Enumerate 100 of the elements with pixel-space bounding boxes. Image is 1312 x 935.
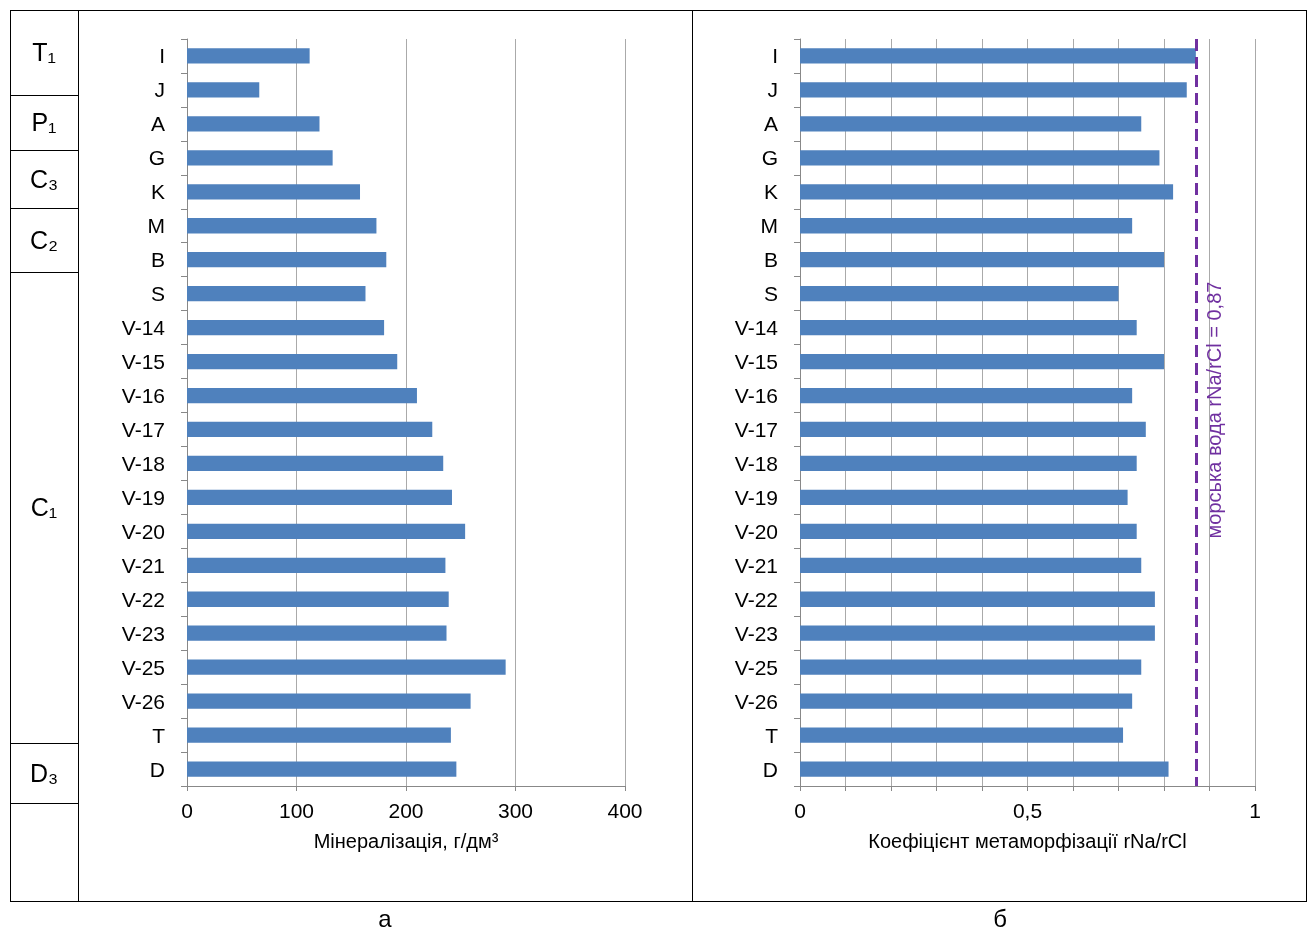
bar <box>187 693 471 709</box>
x-tick-label: 0 <box>794 799 806 822</box>
text: C₁ <box>30 493 58 522</box>
y-tick-label: V-15 <box>734 350 778 374</box>
bar <box>800 625 1155 641</box>
y-tick-label: K <box>763 180 778 204</box>
y-tick-label: D <box>149 757 165 781</box>
y-tick-label: V-22 <box>734 587 778 611</box>
bar <box>187 150 333 166</box>
bar <box>800 319 1137 336</box>
bar <box>187 353 398 370</box>
y-tick-label: V-26 <box>121 689 165 713</box>
bar <box>187 82 260 98</box>
bar <box>800 252 1164 268</box>
y-tick-label: V-22 <box>121 587 165 611</box>
y-tick-label: D <box>762 757 778 781</box>
y-tick-label: T <box>765 723 779 747</box>
x-tick-label: 200 <box>388 799 424 822</box>
x-axis-title: Мінералізація, г/дм³ <box>313 830 499 852</box>
bar <box>187 421 433 438</box>
y-tick-label: V-25 <box>121 655 165 679</box>
bar <box>800 523 1137 539</box>
x-tick-label: 100 <box>278 799 315 822</box>
y-tick-label: V-26 <box>734 689 778 713</box>
bar <box>800 48 1196 64</box>
bar <box>187 218 377 234</box>
bar <box>800 150 1160 166</box>
bar <box>800 116 1142 132</box>
y-tick-label: V-20 <box>121 519 165 543</box>
y-tick-label: V-15 <box>121 350 165 374</box>
bar <box>187 184 361 200</box>
bar <box>187 625 447 641</box>
y-tick-label: V-23 <box>734 621 778 645</box>
bar <box>187 455 444 472</box>
y-tick-label: V-21 <box>734 553 778 577</box>
y-tick-label: V-18 <box>121 451 165 475</box>
x-tick-label: 300 <box>497 799 534 822</box>
text: P₁ <box>31 108 57 137</box>
y-tick-label: V-17 <box>734 417 778 441</box>
y-tick-label: V-17 <box>121 417 165 441</box>
y-tick-label: J <box>154 78 165 102</box>
y-tick-label: T <box>152 723 166 747</box>
bar <box>800 591 1155 607</box>
x-tick-label: 400 <box>607 799 643 822</box>
y-tick-label: V-21 <box>121 553 165 577</box>
x-tick-label: 0 <box>181 799 193 822</box>
y-tick-label: I <box>772 44 778 68</box>
bar <box>800 761 1169 777</box>
y-tick-label: B <box>150 248 165 272</box>
bar <box>800 455 1137 472</box>
bar <box>187 286 366 302</box>
y-tick-label: I <box>159 44 165 68</box>
bar <box>187 116 320 132</box>
x-axis-title: Коефіцієнт метаморфізації rNa/rCl <box>868 830 1187 852</box>
y-tick-label: V-16 <box>734 384 778 408</box>
y-tick-label: A <box>150 112 165 136</box>
text: T₁ <box>32 38 56 67</box>
bar <box>187 489 452 506</box>
y-tick-label: G <box>761 146 778 170</box>
bar <box>187 727 451 743</box>
x-tick-label: 1 <box>1249 799 1261 822</box>
text: C₂ <box>30 225 58 255</box>
bar <box>187 591 449 607</box>
bar <box>187 48 310 64</box>
y-tick-label: S <box>763 282 778 306</box>
bar <box>800 184 1174 200</box>
y-tick-label: V-19 <box>121 485 165 509</box>
bar <box>800 489 1128 506</box>
bar <box>187 557 446 573</box>
y-tick-label: S <box>150 282 165 306</box>
text: б <box>993 904 1007 932</box>
bar <box>187 659 506 675</box>
x-tick-label: 0,5 <box>1012 799 1043 822</box>
bar <box>800 693 1133 709</box>
y-tick-label: J <box>767 78 778 102</box>
bar <box>800 218 1133 234</box>
bar <box>800 727 1124 743</box>
y-tick-label: V-14 <box>734 316 779 340</box>
y-tick-label: V-18 <box>734 451 778 475</box>
bar <box>800 286 1119 302</box>
y-tick-label: V-25 <box>734 655 778 679</box>
y-tick-label: G <box>148 146 165 170</box>
bar <box>187 252 387 268</box>
y-tick-label: V-23 <box>121 621 165 645</box>
y-tick-label: V-19 <box>734 485 778 509</box>
bar <box>187 319 385 336</box>
ref-line-label: морська вода rNa/rCl = 0,87 <box>1202 281 1225 539</box>
text: C₃ <box>29 164 59 194</box>
text: D₃ <box>29 758 59 788</box>
y-tick-label: V-14 <box>121 316 166 340</box>
bar <box>800 82 1187 98</box>
y-tick-label: M <box>760 214 778 238</box>
y-tick-label: K <box>150 180 165 204</box>
bar <box>800 387 1133 404</box>
bar <box>187 387 417 404</box>
bar <box>800 659 1142 675</box>
bar <box>187 523 466 539</box>
bar <box>800 557 1142 573</box>
y-tick-label: A <box>763 112 778 136</box>
bar <box>187 761 457 777</box>
